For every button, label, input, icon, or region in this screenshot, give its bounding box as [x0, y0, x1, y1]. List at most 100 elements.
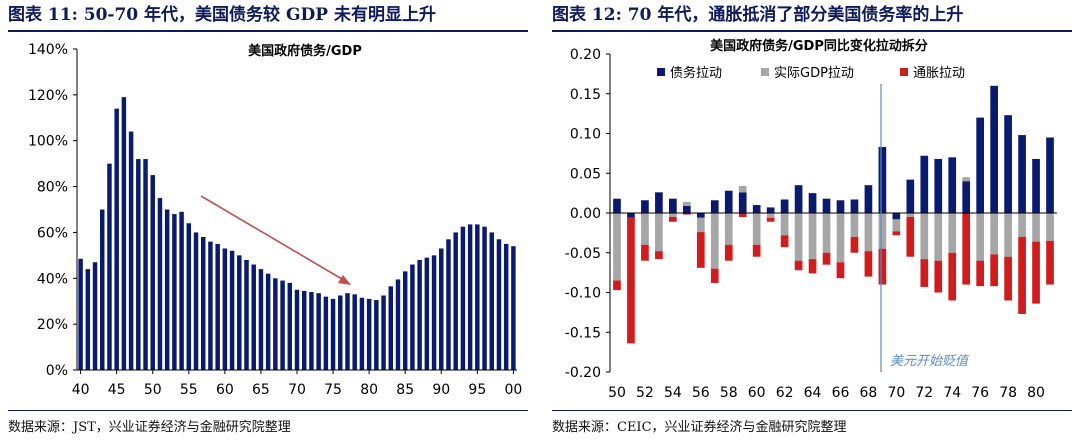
x-tick-label: 95	[468, 382, 486, 398]
debt-contribution-bar	[836, 200, 845, 213]
y-tick-label: 0.05	[570, 166, 601, 182]
inflation-contribution-bar	[738, 213, 747, 217]
debt-bar	[287, 282, 293, 370]
x-tick-label: 76	[971, 385, 989, 401]
real-gdp-contribution-bar	[878, 213, 887, 249]
debt-bar	[121, 97, 127, 371]
debt-bar	[309, 292, 314, 370]
real-gdp-contribution-bar	[1046, 213, 1054, 241]
debt-contribution-bar	[878, 147, 887, 213]
x-tick-label: 78	[999, 385, 1017, 401]
legend-label: 债务拉动	[670, 65, 722, 81]
usd-depreciation-label: 美元开始贬值	[890, 354, 970, 369]
real-gdp-contribution-bar	[641, 213, 649, 245]
y-tick-label: 100%	[28, 134, 68, 150]
x-tick-label: 58	[720, 385, 738, 401]
inflation-contribution-bar	[850, 236, 859, 253]
real-gdp-contribution-bar	[808, 213, 817, 260]
debt-bar	[402, 271, 408, 370]
inflation-contribution-bar	[766, 217, 775, 222]
source-note-left: 数据来源：JST，兴业证券经济与金融研究院整理	[8, 420, 291, 435]
debt-contribution-bar	[669, 198, 677, 213]
debt-contribution-bar	[976, 117, 985, 213]
inflation-contribution-bar	[906, 216, 915, 257]
real-gdp-contribution-bar	[1032, 213, 1040, 242]
inflation-contribution-bar	[682, 213, 691, 215]
debt-bar	[258, 269, 264, 370]
title-divider-left	[8, 30, 528, 32]
debt-bar	[92, 262, 98, 370]
y-tick-label: -0.10	[565, 286, 601, 302]
real-gdp-contribution-bar	[682, 201, 691, 206]
debt-contribution-bar	[724, 190, 733, 213]
real-gdp-contribution-bar	[948, 213, 957, 253]
downtrend-arrow	[200, 195, 348, 283]
debt-bar	[475, 224, 480, 370]
x-tick-label: 70	[887, 385, 905, 401]
inflation-contribution-bar	[920, 259, 929, 287]
y-tick-label: 80%	[37, 180, 68, 196]
debt-bar	[467, 224, 473, 370]
debt-contribution-bar	[641, 200, 649, 213]
debt-bar	[503, 243, 509, 370]
real-gdp-contribution-bar	[613, 213, 621, 281]
debt-bar	[446, 239, 451, 370]
inflation-contribution-bar	[655, 251, 663, 260]
debt-contribution-bar	[710, 200, 719, 213]
inflation-contribution-bar	[962, 213, 971, 285]
debt-bar	[352, 294, 357, 370]
debt-bar	[208, 241, 213, 370]
real-gdp-contribution-bar	[696, 217, 705, 233]
debt-bar	[453, 232, 458, 370]
inflation-contribution-bar	[752, 244, 761, 257]
y-tick-label: -0.20	[565, 365, 601, 381]
debt-bar	[496, 239, 502, 370]
source-divider-left	[8, 410, 528, 411]
y-tick-label: -0.05	[565, 246, 601, 262]
debt-contribution-bar	[920, 155, 929, 213]
inflation-contribution-bar	[696, 232, 705, 268]
figure-11-title: 图表 11: 50-70 年代，美国债务较 GDP 未有明显上升	[8, 5, 436, 25]
y-tick-label: 0.20	[570, 47, 601, 63]
inflation-contribution-bar	[613, 280, 621, 291]
legend-swatch	[900, 68, 908, 76]
downtrend-arrow-head	[338, 275, 351, 285]
debt-bar	[136, 159, 141, 370]
real-gdp-contribution-bar	[738, 185, 747, 193]
real-gdp-contribution-bar	[976, 213, 985, 261]
debt-bar	[157, 198, 163, 370]
inflation-contribution-bar	[836, 262, 845, 279]
debt-contribution-bar	[1018, 135, 1026, 213]
legend-swatch	[657, 68, 665, 76]
real-gdp-contribution-bar	[892, 219, 901, 232]
real-gdp-contribution-bar	[794, 213, 803, 261]
debt-bar	[179, 211, 184, 370]
debt-bar	[107, 163, 112, 370]
real-gdp-contribution-bar	[836, 213, 845, 263]
debt-contribution-bar	[948, 157, 957, 213]
real-gdp-contribution-bar	[710, 213, 719, 269]
debt-bar	[280, 280, 285, 370]
debt-contribution-bar	[682, 205, 691, 213]
debt-contribution-bar	[613, 198, 621, 213]
chart-title: 美国政府债务/GDP	[248, 43, 362, 59]
debt-contribution-bar	[1032, 158, 1040, 213]
legend-label: 通胀拉动	[913, 66, 965, 81]
debt-contribution-bar	[738, 192, 747, 213]
inflation-contribution-bar	[1018, 236, 1026, 314]
legend-label: 实际GDP拉动	[774, 66, 854, 81]
debt-bar	[395, 279, 401, 370]
debt-to-gdp-chart: 美国政府债务/GDP 0% 20% 40% 60% 80% 100% 120% 140% 40…	[28, 42, 522, 398]
debt-bar	[388, 286, 394, 370]
debt-bar	[229, 250, 235, 370]
debt-bar	[143, 159, 148, 370]
y-tick-label: 120%	[28, 88, 68, 104]
debt-bar	[200, 237, 206, 370]
real-gdp-contribution-bar	[990, 213, 998, 255]
debt-change-decomposition-chart: 美国政府债务/GDP同比变化拉动拆分 债务拉动 实际GDP拉动 通胀拉动 -0.20…	[565, 38, 1057, 401]
x-tick-label: 00	[504, 382, 522, 398]
real-gdp-contribution-bar	[906, 213, 915, 217]
inflation-contribution-bar	[1004, 256, 1012, 301]
real-gdp-contribution-bar	[655, 213, 663, 252]
inflation-contribution-bar	[864, 251, 873, 277]
